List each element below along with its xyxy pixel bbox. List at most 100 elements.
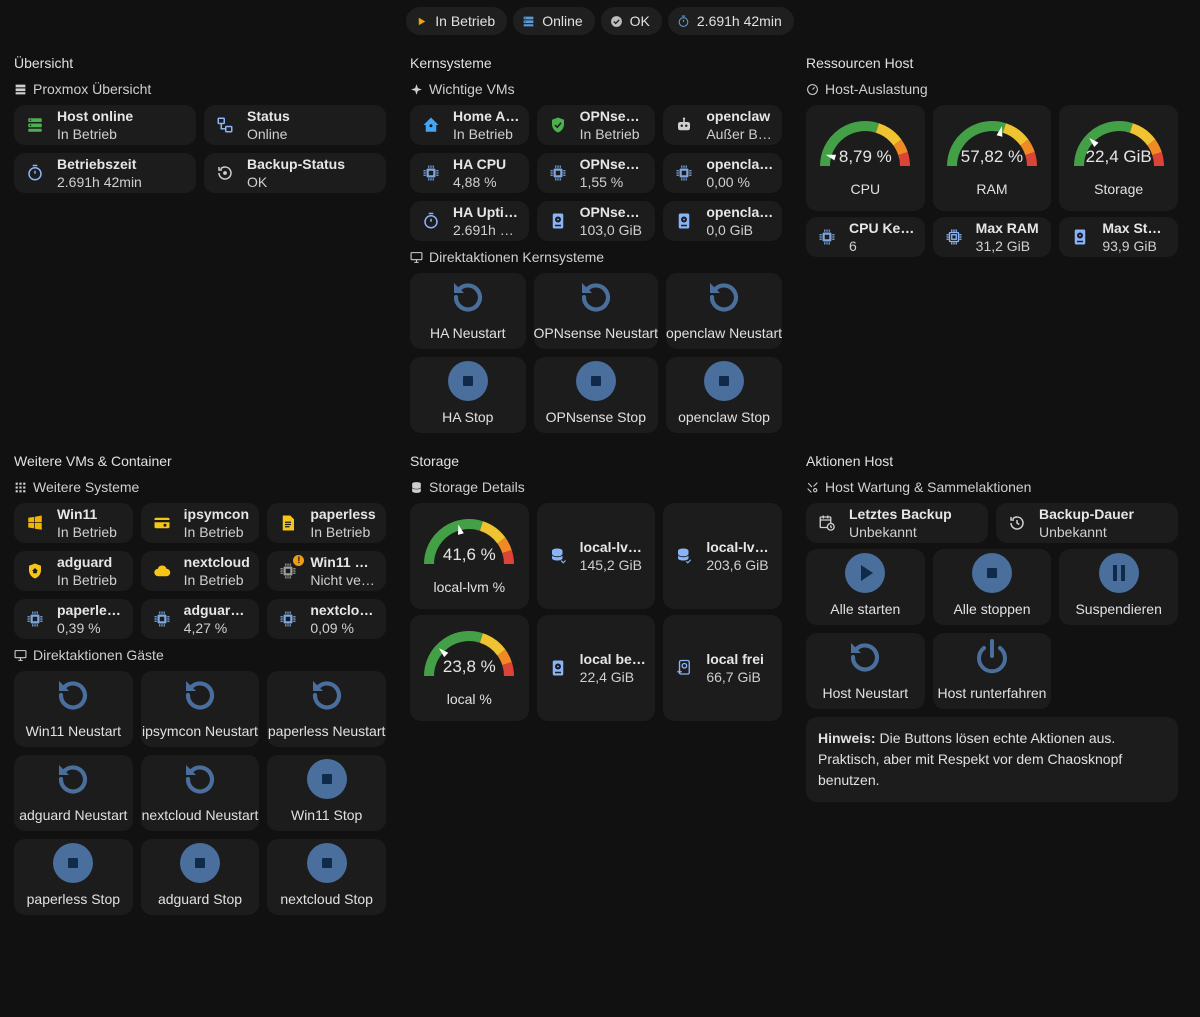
tile-state: 103,0 GiB [579, 222, 642, 238]
entity-tile[interactable]: local-lvm … 145,2 GiB [536, 503, 656, 609]
section-aktionen: Aktionen Host Host Wartung & Sammelaktio… [806, 451, 1178, 802]
power-icon [972, 637, 1012, 677]
entity-tile[interactable]: Status Online [204, 105, 386, 145]
action-button[interactable]: OPNsense Stop [533, 357, 659, 433]
gauge-arc [424, 631, 515, 677]
tile-state: 66,7 GiB [706, 669, 761, 685]
action-button[interactable]: adguard Stop [140, 839, 260, 915]
aktionen-tiles: Letztes Backup Unbekannt Backup-Dauer Unbe… [806, 503, 1178, 543]
tile-name: Win11 CPU [310, 554, 378, 570]
action-button[interactable]: openclaw Stop [666, 357, 782, 433]
action-label: nextcloud Neustart [141, 807, 259, 823]
entity-tile[interactable]: Betriebszeit 2.691h 42min [14, 153, 196, 193]
entity-tile[interactable]: paperless In Betrieb [267, 503, 386, 543]
server-icon [14, 83, 27, 96]
entity-tile[interactable]: Letztes Backup Unbekannt [806, 503, 988, 543]
tile-name: Letztes Backup [849, 506, 952, 522]
uebersicht-tiles: Host online In Betrieb Status Online Betri… [14, 105, 386, 193]
action-button[interactable]: paperless Neustart [267, 671, 386, 747]
entity-tile[interactable]: local belegt 22,4 GiB [536, 615, 656, 721]
entity-tile[interactable]: adguard In Betrieb [14, 551, 133, 591]
action-button[interactable]: Alle starten [806, 549, 925, 625]
action-button[interactable]: Win11 Neustart [14, 671, 133, 747]
action-button[interactable]: adguard Neustart [14, 755, 133, 831]
stop-icon [306, 843, 347, 883]
action-button[interactable]: Alle stoppen [932, 549, 1052, 625]
entity-tile[interactable]: Home As… In Betrieb [410, 105, 529, 145]
entity-tile[interactable]: openclaw… 0,0 GiB [663, 201, 782, 241]
cpu-icon [548, 163, 568, 183]
cpu-icon [674, 163, 694, 183]
action-label: openclaw Neustart [666, 325, 782, 341]
gauge-card[interactable]: 22,4 GiB Storage [1059, 105, 1178, 211]
tile-name: Win11 [57, 506, 98, 522]
action-button[interactable]: Win11 Stop [267, 755, 386, 831]
entity-tile[interactable]: ipsymcon In Betrieb [140, 503, 260, 543]
cpu-icon [817, 227, 837, 247]
tile-name: Betriebszeit [57, 156, 137, 172]
gauge-card[interactable]: 41,6 % local-lvm % [410, 503, 529, 609]
entity-tile[interactable]: Max Stor… 93,9 GiB [1059, 217, 1178, 257]
tile-state: In Betrieb [453, 126, 513, 142]
entity-tile[interactable]: Win11 In Betrieb [14, 503, 133, 543]
action-button[interactable]: Host Neustart [806, 633, 925, 709]
tile-state: In Betrieb [57, 126, 117, 142]
badge-label: 2.691h 42min [696, 13, 782, 29]
tile-name: HA CPU [453, 156, 507, 172]
entity-tile[interactable]: nextcloud… 0,09 % [267, 599, 386, 639]
entity-tile[interactable]: ! Win11 CPU Nicht verf… [267, 551, 386, 591]
entity-tile[interactable]: Backup-Dauer Unbekannt [996, 503, 1178, 543]
entity-tile[interactable]: OPNsens… 103,0 GiB [536, 201, 656, 241]
gauge-card[interactable]: 23,8 % local % [410, 615, 529, 721]
entity-tile[interactable]: CPU Kerne 6 [806, 217, 925, 257]
harddisk-icon [674, 211, 694, 231]
entity-tile[interactable]: Backup-Status OK [204, 153, 386, 193]
action-button[interactable]: nextcloud Stop [267, 839, 386, 915]
sparkle-icon [410, 83, 423, 96]
status-badge[interactable]: OK [600, 7, 662, 35]
subtitle-weitere-systeme: Weitere Systeme [14, 477, 386, 497]
action-button[interactable]: openclaw Neustart [666, 273, 782, 349]
action-button[interactable]: ipsymcon Neustart [140, 671, 260, 747]
entity-tile[interactable]: openclaw… 0,00 % [663, 153, 782, 193]
section-weitere: Weitere VMs & Container Weitere Systeme … [14, 451, 386, 915]
section-uebersicht: Übersicht Proxmox Übersicht Host online I… [14, 53, 386, 193]
tile-state: 4,27 % [183, 620, 228, 636]
action-button[interactable]: HA Neustart [410, 273, 526, 349]
action-button[interactable]: Suspendieren [1059, 549, 1178, 625]
status-badge[interactable]: Online [513, 7, 595, 35]
gauge-card[interactable]: 57,82 % RAM [932, 105, 1052, 211]
action-button[interactable]: Host runterfahren [932, 633, 1052, 709]
entity-tile[interactable]: adguard … 4,27 % [140, 599, 260, 639]
entity-tile[interactable]: HA CPU 4,88 % [410, 153, 529, 193]
entity-tile[interactable]: OPNsens… 1,55 % [536, 153, 656, 193]
entity-tile[interactable]: nextcloud In Betrieb [140, 551, 260, 591]
status-badge[interactable]: 2.691h 42min [667, 7, 794, 35]
restart-icon [704, 277, 744, 317]
gauge-card[interactable]: 8,79 % CPU [806, 105, 925, 211]
tile-name: HA Uptime [453, 204, 521, 220]
restart-icon [448, 277, 488, 317]
stop-icon [971, 553, 1012, 593]
entity-tile[interactable]: local-lvm … 203,6 GiB [663, 503, 782, 609]
timer-icon [677, 15, 690, 28]
tile-state: 145,2 GiB [579, 557, 642, 573]
entity-tile[interactable]: Max RAM 31,2 GiB [932, 217, 1052, 257]
action-button[interactable]: paperless Stop [14, 839, 133, 915]
entity-tile[interactable]: local frei 66,7 GiB [663, 615, 782, 721]
entity-tile[interactable]: HA Uptime 2.691h 4… [410, 201, 529, 241]
entity-tile[interactable]: OPNsense In Betrieb [536, 105, 656, 145]
tile-name: openclaw… [706, 156, 774, 172]
tile-name: openclaw [706, 108, 771, 124]
entity-tile[interactable]: paperless… 0,39 % [14, 599, 133, 639]
action-label: ipsymcon Neustart [142, 723, 258, 739]
entity-tile[interactable]: Host online In Betrieb [14, 105, 196, 145]
tile-name: Host online [57, 108, 134, 124]
entity-tile[interactable]: openclaw Außer Bet… [663, 105, 782, 145]
action-button[interactable]: HA Stop [410, 357, 526, 433]
status-badge[interactable]: In Betrieb [406, 7, 508, 35]
tile-state: 2.691h 4… [453, 222, 521, 238]
action-button[interactable]: nextcloud Neustart [140, 755, 260, 831]
action-button[interactable]: OPNsense Neustart [533, 273, 659, 349]
tile-name: Backup-Status [247, 156, 346, 172]
